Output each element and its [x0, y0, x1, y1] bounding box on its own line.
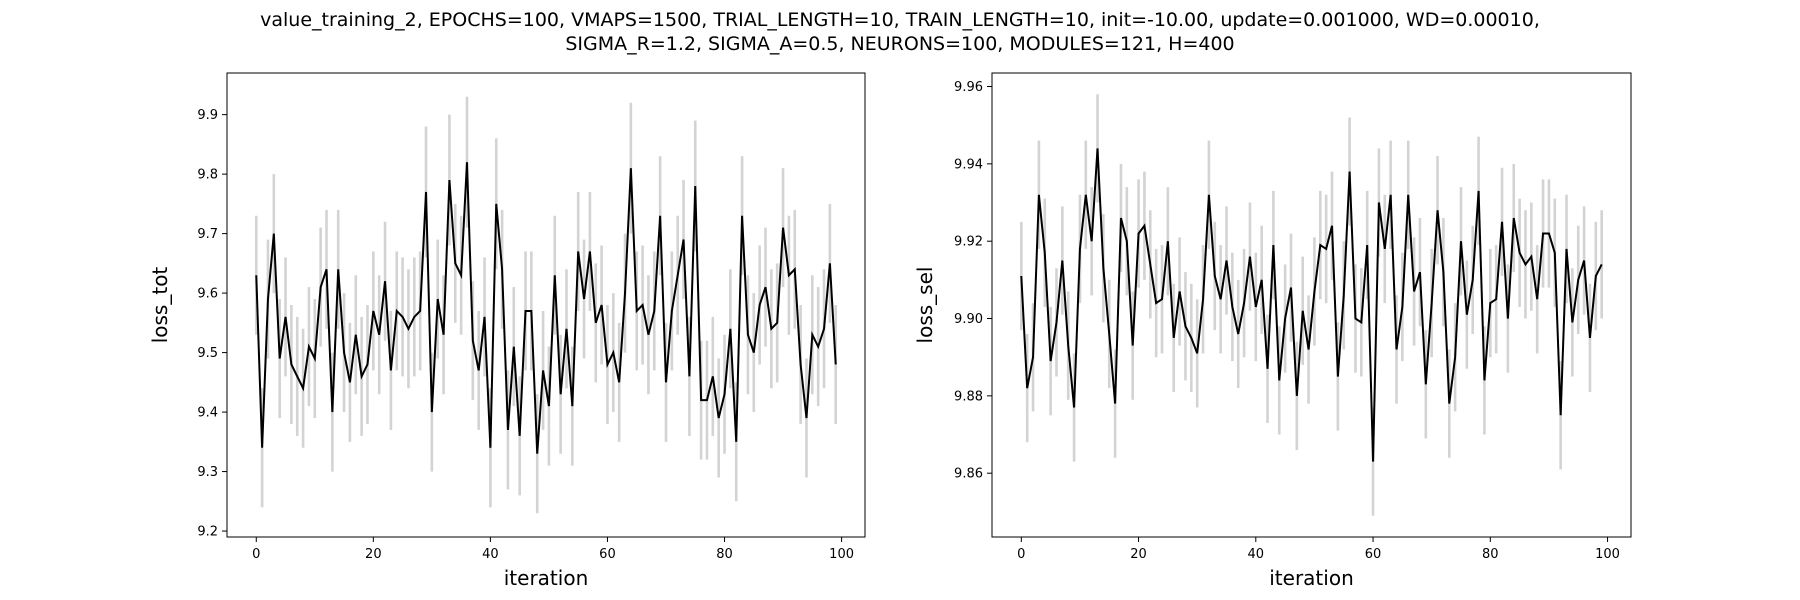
y-tick-label: 9.96 — [954, 80, 983, 95]
error-bars — [254, 96, 838, 514]
figure-title-line-2: SIGMA_R=1.2, SIGMA_A=0.5, NEURONS=100, M… — [565, 33, 1235, 55]
y-tick-label: 9.9 — [197, 108, 218, 123]
x-tick-label: 100 — [829, 547, 854, 562]
series-line — [1020, 148, 1603, 462]
x-tick-label: 20 — [365, 547, 382, 562]
figure-title: value_training_2, EPOCHS=100, VMAPS=1500… — [0, 8, 1800, 56]
x-tick-label: 40 — [1248, 547, 1265, 562]
axes-frame — [226, 72, 866, 538]
y-tick-label: 9.4 — [197, 406, 218, 421]
x-axis-label: iteration — [504, 566, 589, 590]
y-tick-label: 9.6 — [197, 287, 218, 302]
y-tick-label: 9.2 — [197, 525, 218, 540]
chart-1: 0 20 40 60 80 100 9.2 9.3 9.4 9.5 9.6 9.7 9.8 9.9 iter… — [148, 72, 866, 590]
y-tick-label: 9.90 — [954, 312, 983, 327]
y-tick-label: 9.5 — [197, 346, 218, 361]
x-tick-label: 80 — [1482, 547, 1499, 562]
y-axis-label: loss_tot — [148, 267, 172, 344]
x-tick-label: 80 — [716, 547, 733, 562]
series-line — [255, 162, 837, 454]
y-tick-label: 9.86 — [954, 467, 983, 482]
x-axis-label: iteration — [1269, 566, 1354, 590]
axes-frame — [991, 72, 1632, 538]
chart-2: 0 20 40 60 80 100 9.86 9.88 9.90 9.92 9.94 9.96 iter… — [913, 72, 1632, 590]
x-tick-label: 60 — [599, 547, 616, 562]
x-tick-label: 100 — [1595, 547, 1620, 562]
y-axis-label: loss_sel — [913, 267, 937, 344]
y-tick-label: 9.3 — [197, 465, 218, 480]
x-tick-label: 0 — [1017, 547, 1025, 562]
y-tick-label: 9.8 — [197, 168, 218, 183]
y-tick-label: 9.88 — [954, 389, 983, 404]
figure-title-line-1: value_training_2, EPOCHS=100, VMAPS=1500… — [260, 9, 1540, 31]
y-tick-label: 9.7 — [197, 227, 218, 242]
x-tick-label: 40 — [482, 547, 499, 562]
x-tick-label: 20 — [1130, 547, 1147, 562]
x-tick-label: 60 — [1365, 547, 1382, 562]
x-tick-label: 0 — [252, 547, 260, 562]
y-tick-label: 9.94 — [954, 157, 983, 172]
y-tick-label: 9.92 — [954, 235, 983, 250]
error-bars — [1020, 94, 1603, 516]
